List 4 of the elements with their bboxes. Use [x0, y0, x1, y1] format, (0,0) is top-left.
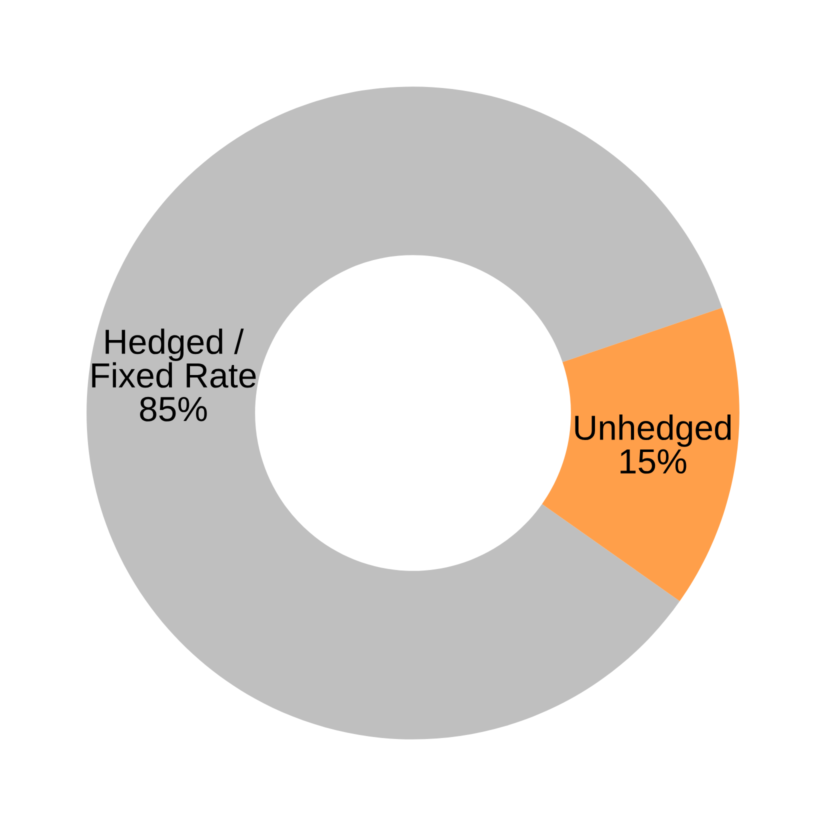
data-label: 15% [620, 449, 686, 474]
data-label: 85% [140, 396, 207, 422]
slice-label: Unhedged [575, 414, 731, 447]
slice-label: Hedged / Fixed Rate [92, 328, 256, 388]
